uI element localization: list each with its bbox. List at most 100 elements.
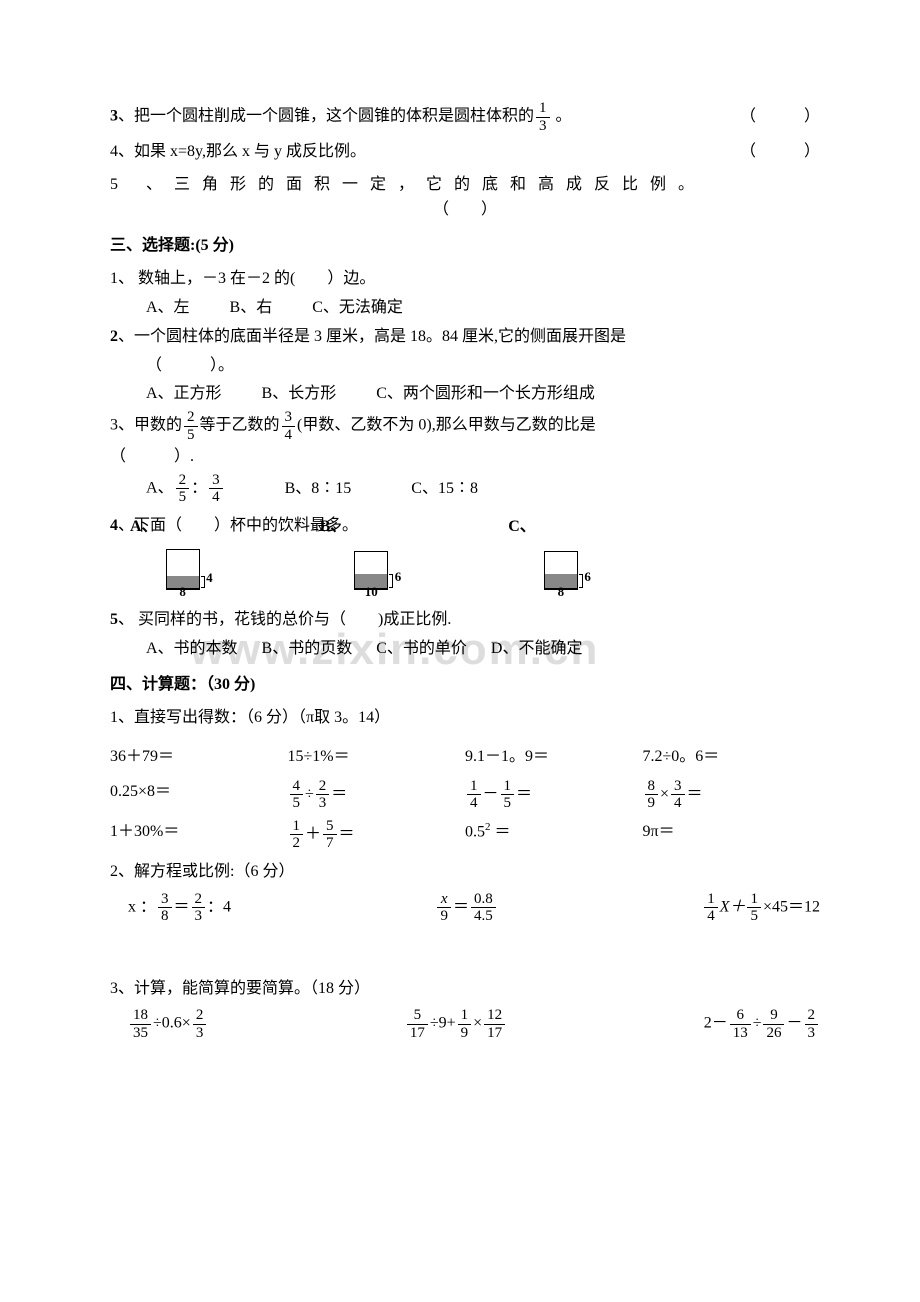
- q3-text-b: 。: [552, 108, 572, 125]
- q5-blank[interactable]: （ ）: [110, 196, 820, 225]
- f: 14: [704, 891, 718, 925]
- f: 1835: [130, 1007, 151, 1041]
- q4-blank[interactable]: （ ）: [740, 138, 820, 167]
- f: 89: [645, 778, 659, 812]
- f: x9: [437, 891, 451, 925]
- r3d: 9π＝: [643, 818, 821, 852]
- d: 5: [176, 489, 190, 506]
- n: 1: [704, 891, 718, 909]
- s3-q1: 1、 数轴上，－3 在－2 的( ）边。: [110, 265, 820, 294]
- f: 613: [730, 1007, 751, 1041]
- cup-b-group: B、 610: [320, 551, 389, 590]
- f: 15: [501, 778, 515, 812]
- d: 7: [323, 835, 337, 852]
- n: 6: [730, 1007, 751, 1025]
- f: 23: [192, 891, 206, 925]
- s3-q2-opts: A、正方形 B、长方形 C、两个圆形和一个长方形组成: [110, 380, 820, 409]
- f: 45: [290, 778, 304, 812]
- s4-p2-title: 2、解方程或比例:（6 分）: [110, 858, 820, 887]
- cup-c-label: C、: [508, 513, 536, 542]
- q3-a: 3、甲数的: [110, 417, 182, 434]
- r1b: 15÷1%＝: [288, 743, 466, 772]
- section4-title: 四、计算题：（30 分): [110, 671, 820, 700]
- a: 2－: [704, 1015, 728, 1032]
- n: 9: [763, 1007, 784, 1025]
- q2-text: 、一个圆柱体的底面半径是 3 厘米，高是 18。84 厘米,它的侧面展开图是: [118, 328, 626, 345]
- s3-q1-opts: A、左 B、右 C、无法确定: [110, 294, 820, 323]
- d: 5: [501, 795, 515, 812]
- r2d: 89×34＝: [643, 778, 821, 812]
- d: 4: [282, 427, 296, 444]
- q3-c: (甲数、乙数不为 0),那么甲数与乙数的比是: [297, 417, 596, 434]
- s3-q5-opts: A、书的本数 B、书的页数 C、书的单价 D、不能确定: [110, 635, 820, 664]
- eq-row: x ：38＝23：4 x9＝0.84.5 14X＋15×45＝12: [110, 891, 820, 925]
- d: 17: [407, 1025, 428, 1042]
- op: ÷: [305, 785, 314, 802]
- eq2: x9＝0.84.5: [435, 891, 497, 925]
- d: 4: [209, 489, 223, 506]
- s3-q3-blank[interactable]: （ ）.: [110, 443, 820, 472]
- s3-q3: 3、甲数的25等于乙数的34(甲数、乙数不为 0),那么甲数与乙数的比是: [110, 409, 820, 443]
- f: 0.84.5: [471, 891, 496, 925]
- d: 26: [763, 1025, 784, 1042]
- f: 38: [158, 891, 172, 925]
- calc-r3: 1＋30%＝ 12＋57＝ 0.52 ＝ 9π＝: [110, 818, 820, 852]
- f: 15: [747, 891, 761, 925]
- colon: ：: [191, 480, 207, 497]
- n: 2: [176, 472, 190, 490]
- cup-a: 48: [166, 549, 200, 590]
- d: 5: [290, 795, 304, 812]
- f: 1217: [484, 1007, 505, 1041]
- r2a: 0.25×8＝: [110, 778, 288, 812]
- n: 0.8: [471, 891, 496, 909]
- f: 12: [290, 818, 304, 852]
- f: 57: [323, 818, 337, 852]
- s3-q2-blank[interactable]: （ ）。: [110, 352, 820, 381]
- d: 3: [805, 1025, 819, 1042]
- n: 12: [484, 1007, 505, 1025]
- n: 18: [130, 1007, 151, 1025]
- q5-text: 、 买同样的书，花钱的总价与（ )成正比例.: [118, 611, 451, 628]
- mid: ＝: [174, 898, 190, 915]
- d: 8: [158, 908, 172, 925]
- r1c: 9.1－1。9＝: [465, 743, 643, 772]
- calc-r1: 36＋79＝ 15÷1%＝ 9.1－1。9＝ 7.2÷0。6＝: [110, 743, 820, 772]
- simp3: 2－613÷926－23: [704, 1007, 820, 1041]
- s3-q4: 4、下面（ ）杯中的饮料最多。: [110, 512, 820, 541]
- d: 9: [458, 1025, 472, 1042]
- base: 0.5: [465, 823, 485, 840]
- d: 35: [130, 1025, 151, 1042]
- f: 926: [763, 1007, 784, 1041]
- d: 9: [437, 908, 451, 925]
- r1a: 36＋79＝: [110, 743, 288, 772]
- cup-a-label: A、: [130, 513, 158, 542]
- q5-num: 5: [110, 611, 118, 628]
- d: 17: [484, 1025, 505, 1042]
- s3-q2: 2、一个圆柱体的底面半径是 3 厘米，高是 18。84 厘米,它的侧面展开图是: [110, 323, 820, 352]
- a: ÷0.6×: [153, 1015, 191, 1032]
- n: 2: [805, 1007, 819, 1025]
- f: 19: [458, 1007, 472, 1041]
- d: 3: [192, 908, 206, 925]
- r2c: 14－15＝: [465, 778, 643, 812]
- q4-num: 4: [110, 517, 118, 534]
- d: 9: [645, 795, 659, 812]
- n: 1: [290, 818, 304, 836]
- judgment-q3: 3、把一个圆柱削成一个圆锥，这个圆锥的体积是圆柱体积的13 。 （ ）: [110, 100, 820, 134]
- simp1: 1835÷0.6×23: [128, 1007, 208, 1041]
- d: 3: [193, 1025, 207, 1042]
- q3-blank[interactable]: （ ）: [740, 103, 820, 132]
- r3b: 12＋57＝: [288, 818, 466, 852]
- n: 2: [316, 778, 330, 796]
- cup-a-group: A、 48: [130, 549, 200, 590]
- n: 3: [158, 891, 172, 909]
- n: 3: [209, 472, 223, 490]
- d: 3: [316, 795, 330, 812]
- n: 3: [671, 778, 685, 796]
- b: ×: [473, 1015, 482, 1032]
- n: 2: [192, 891, 206, 909]
- q4-text: 4、如果 x=8y,那么 x 与 y 成反比例。: [110, 138, 366, 167]
- s4-p3-title: 3、计算，能简算的要简算。（18 分）: [110, 975, 820, 1004]
- n: 5: [407, 1007, 428, 1025]
- eq: ＝: [331, 785, 347, 802]
